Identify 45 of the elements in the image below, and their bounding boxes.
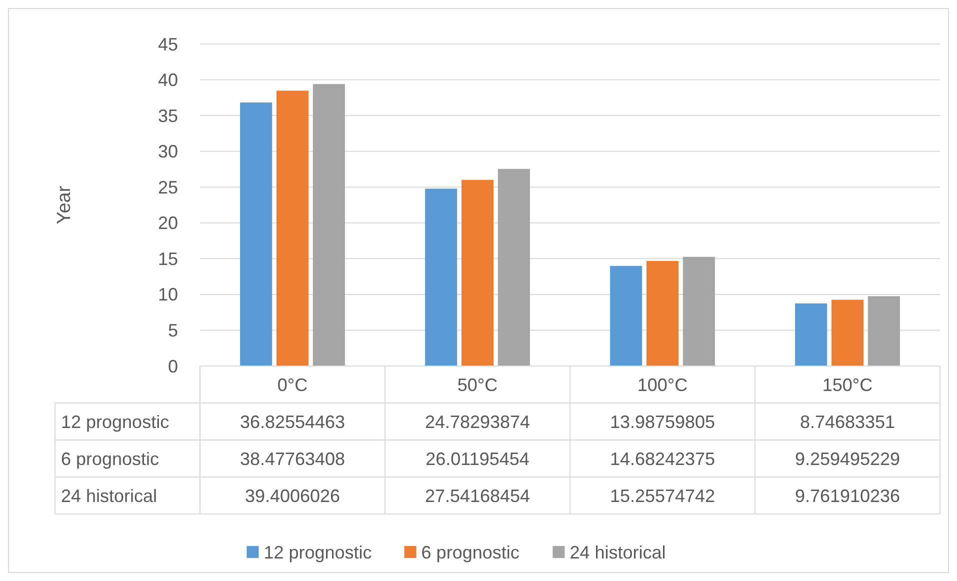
data-label: 13.98759805: [610, 412, 716, 432]
y-tick-label: 45: [158, 34, 178, 54]
data-label: 9.259495229: [794, 448, 900, 469]
data-label: 36.82554463: [240, 412, 346, 432]
x-tick-label: 150°C: [822, 374, 873, 395]
data-label: 27.54168454: [424, 486, 530, 506]
bar: [498, 168, 530, 366]
y-tick-label: 35: [158, 106, 178, 126]
bar: [682, 256, 715, 366]
y-tick-label: 10: [158, 284, 178, 305]
y-axis-title: Year: [54, 185, 75, 224]
bar: [312, 84, 345, 366]
data-label: 9.761910236: [794, 486, 900, 506]
bar: [610, 266, 642, 366]
data-label: 14.68242375: [610, 448, 716, 469]
data-label: 15.25574742: [610, 486, 716, 506]
bar: [831, 300, 864, 366]
y-tick-label: 20: [158, 213, 178, 234]
legend-label: 12 prognostic: [264, 542, 372, 562]
y-tick-label: 25: [158, 177, 178, 198]
data-label: 8.74683351: [800, 412, 896, 432]
data-label: 26.01195454: [426, 448, 530, 469]
y-tick-label: 30: [158, 142, 178, 162]
bar: [425, 188, 458, 366]
bar: [795, 303, 828, 366]
data-label: 39.4006026: [244, 486, 340, 506]
x-tick-label: 0°C: [277, 374, 308, 395]
y-tick-label: 5: [168, 320, 178, 341]
data-label: 38.47763408: [240, 448, 346, 469]
legend-label: 24 historical: [570, 542, 666, 562]
text: 24 historical: [61, 486, 158, 506]
x-tick-label: 50°C: [457, 374, 498, 395]
legend-label: 6 prognostic: [421, 542, 520, 562]
text: 12 prognostic: [61, 412, 170, 432]
bar: [276, 90, 309, 366]
bar: [646, 260, 679, 366]
text: 6 prognostic: [61, 448, 160, 469]
x-tick-label: 100°C: [637, 374, 688, 395]
bar: [240, 102, 272, 366]
bar: [868, 296, 900, 366]
data-label: 24.78293874: [424, 412, 530, 432]
y-tick-label: 40: [158, 70, 178, 90]
y-tick-label: 0: [168, 356, 178, 376]
y-tick-label: 15: [158, 248, 178, 269]
bar: [461, 180, 494, 366]
